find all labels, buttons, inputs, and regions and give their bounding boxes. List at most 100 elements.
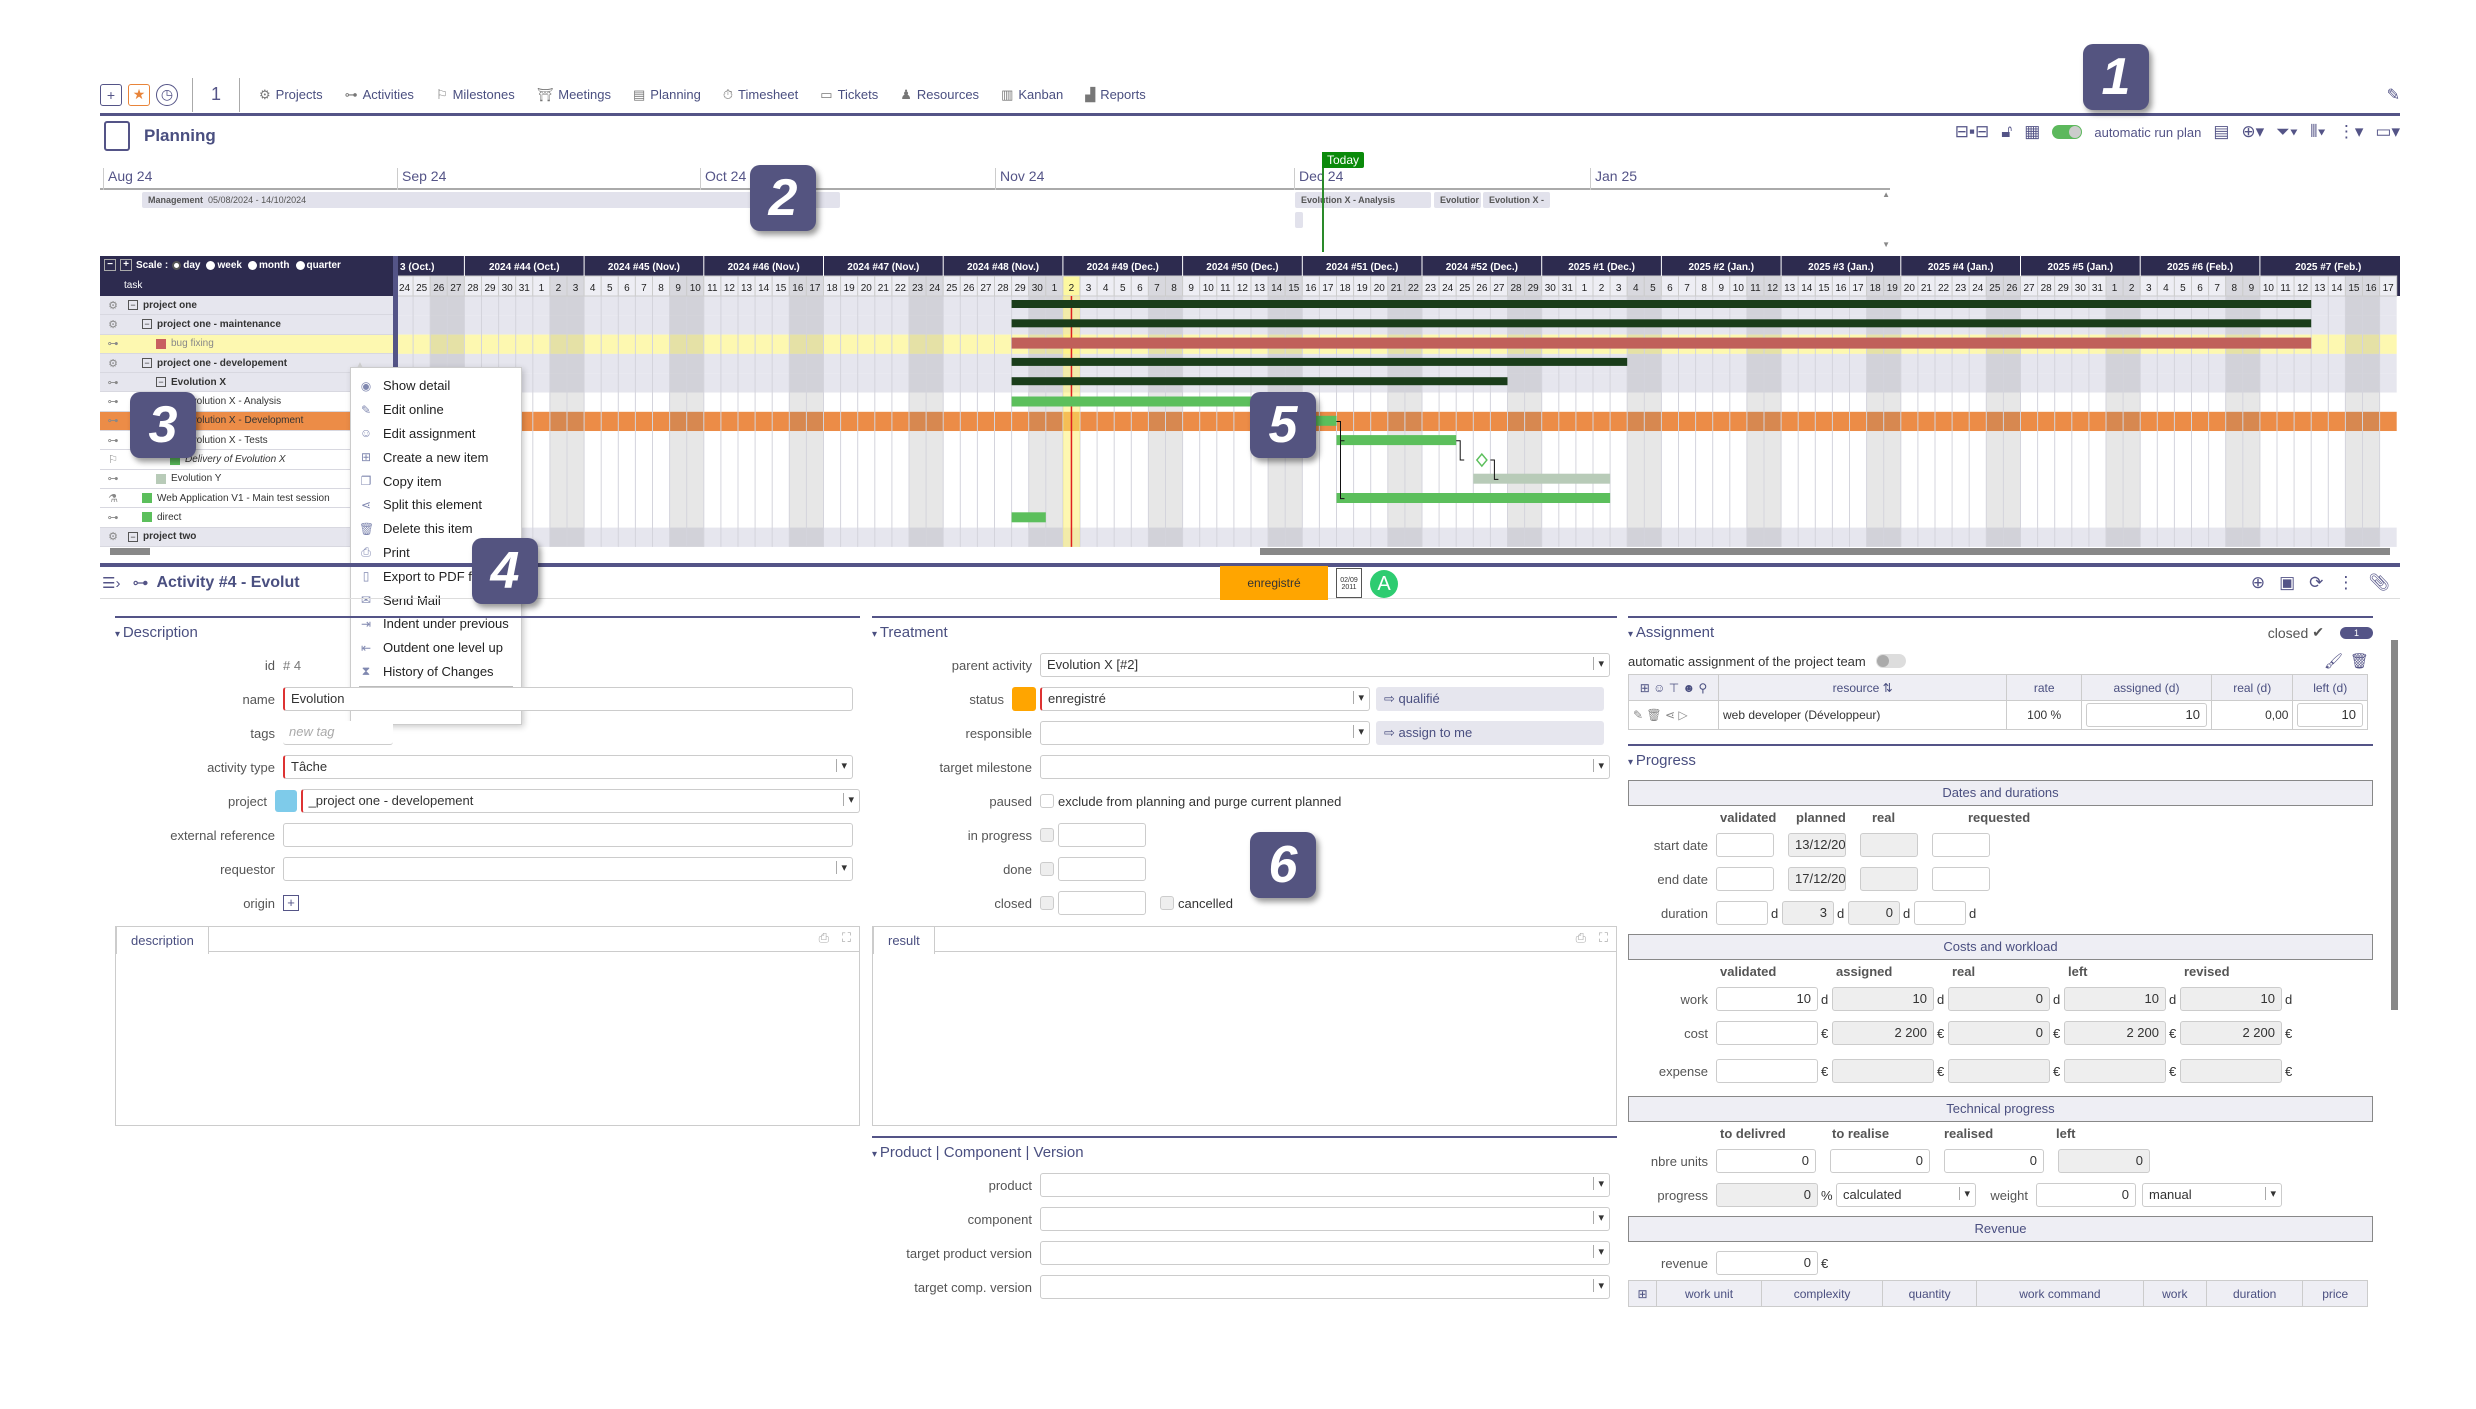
scale-option-quarter[interactable]: quarter <box>295 260 341 271</box>
activity-icon[interactable]: ⊶ <box>107 338 119 351</box>
collapse-icon[interactable]: − <box>142 319 152 330</box>
gear-icon[interactable]: ⚙ <box>108 299 118 312</box>
assigned-input[interactable]: 10 <box>2085 703 2207 727</box>
menu-item-edit-online[interactable]: ✎ Edit online <box>351 398 521 422</box>
menu-item-create-a-new-item[interactable]: ⊞ Create a new item <box>351 445 521 469</box>
paused-checkbox[interactable] <box>1040 794 1054 808</box>
task-row[interactable]: ⊶ bug fixing <box>100 334 395 354</box>
units-input[interactable]: 0 <box>1944 1149 2044 1173</box>
end-date-input[interactable] <box>1932 867 1990 891</box>
add-origin-button[interactable]: + <box>283 895 299 911</box>
menu-timesheet[interactable]: ⏱ Timesheet <box>723 87 798 103</box>
summary-bar[interactable] <box>1011 377 1508 386</box>
summary-bar[interactable] <box>1011 300 2312 308</box>
progress-mode-select[interactable]: calculated <box>1836 1183 1976 1207</box>
fullscreen-icon[interactable]: ⛶ <box>841 930 851 945</box>
task-row[interactable]: ⊶ direct <box>100 508 395 528</box>
task-row[interactable]: ⊶ Evolution Y <box>100 469 395 489</box>
tab-description[interactable]: description <box>116 926 209 954</box>
collapse-icon[interactable]: − <box>128 531 138 542</box>
external-reference-input[interactable] <box>283 823 853 847</box>
gear-icon[interactable]: ⚙ <box>108 318 118 331</box>
more-options-icon[interactable]: ⋮▾ <box>2337 122 2364 141</box>
new-item-icon[interactable]: + <box>100 83 122 106</box>
new-item-icon[interactable]: ⊕ <box>2250 572 2266 592</box>
revenue-input[interactable]: 0 <box>1716 1251 1818 1275</box>
collapse-icon[interactable]: − <box>156 377 166 388</box>
responsible-select[interactable] <box>1040 721 1370 745</box>
activity-icon[interactable]: ⊶ <box>107 473 119 486</box>
work-input[interactable]: 10 <box>1716 987 1818 1011</box>
task-bar[interactable] <box>1011 396 1269 407</box>
end-date-input[interactable] <box>1716 867 1774 891</box>
column-header[interactable]: resource ⇅ <box>1717 674 2008 701</box>
add-work-unit-button[interactable]: ⊞ <box>1628 1280 1657 1307</box>
product-select[interactable] <box>1040 1173 1610 1197</box>
task-row[interactable]: ⊶ − Evolution X <box>100 373 395 393</box>
next-status-button[interactable]: ⇨ qualifié <box>1376 687 1604 711</box>
section-title[interactable]: Product | Component | Version <box>872 1136 1617 1168</box>
closed-filter-checkbox[interactable]: ✔ <box>2312 624 2324 640</box>
units-input[interactable]: 0 <box>1830 1149 1930 1173</box>
weight-input[interactable]: 0 <box>2036 1183 2136 1207</box>
menu-item-send-mail[interactable]: ✉ Send Mail <box>351 588 521 612</box>
delete-icon[interactable]: 🗑︎ <box>2349 653 2369 670</box>
critical-path-icon[interactable]: ⊟▪⊟ <box>1954 122 1990 141</box>
scale-option-day[interactable]: day <box>172 260 200 271</box>
collapse-icon[interactable]: − <box>128 300 138 311</box>
units-input[interactable]: 0 <box>1716 1149 1816 1173</box>
timeline-item[interactable]: Evolutior <box>1434 192 1481 208</box>
target-comp-version-select[interactable] <box>1040 1275 1610 1299</box>
save-icon[interactable]: ▣ <box>2279 572 2296 592</box>
weight-mode-select[interactable]: manual <box>2142 1183 2282 1207</box>
brush-icon[interactable]: 🖌︎ <box>2323 653 2343 670</box>
display-icon[interactable]: ▭▾ <box>2375 122 2400 141</box>
menu-item-show-detail[interactable]: ◉ Show detail <box>351 374 521 398</box>
activity-icon[interactable]: ⊶ <box>107 511 119 524</box>
menu-item-edit-assignment[interactable]: ☺ Edit assignment <box>351 422 521 446</box>
component-select[interactable] <box>1040 1207 1610 1231</box>
menu-reports[interactable]: ▟ Reports <box>1085 87 1146 103</box>
start-date-input[interactable] <box>1932 833 1990 857</box>
tags-input[interactable]: new tag <box>283 721 393 745</box>
scroll-down-icon[interactable]: ▼ <box>1882 240 1890 249</box>
task-row[interactable]: ⚙ − project two <box>100 527 395 547</box>
task-bar[interactable] <box>1336 435 1457 446</box>
flag-icon[interactable]: ⚐ <box>108 454 118 467</box>
menu-item-copy-item[interactable]: ❐ Copy item <box>351 469 521 493</box>
tree-scrollbar[interactable] <box>110 548 150 555</box>
milestone-marker[interactable] <box>1475 452 1488 468</box>
menu-item-history-of-changes[interactable]: ⧗ History of Changes <box>351 660 521 684</box>
duration-input[interactable] <box>1914 901 1966 925</box>
scale-option-month[interactable]: month <box>247 260 290 271</box>
closed-checkbox[interactable] <box>1040 896 1054 910</box>
menu-item-split-this-element[interactable]: ⋖ Split this element <box>351 493 521 517</box>
avatar[interactable]: A <box>1370 570 1398 598</box>
lock-icon[interactable]: 🔓︎ <box>2001 122 2013 141</box>
duration-input[interactable] <box>1716 901 1768 925</box>
attachment-icon[interactable]: 📎︎ <box>2368 572 2390 592</box>
activity-icon[interactable]: ⊶ <box>107 376 119 389</box>
target-milestone-select[interactable] <box>1040 755 1610 779</box>
automatic-run-plan-toggle[interactable] <box>2052 125 2083 139</box>
print-icon[interactable]: ⎙ <box>1575 930 1586 945</box>
status-select[interactable]: enregistré <box>1040 687 1370 711</box>
edit-pencil-icon[interactable]: ✎ <box>2386 86 2400 104</box>
project-select[interactable]: _project one - developement <box>300 789 860 813</box>
assign-to-me-button[interactable]: ⇨ assign to me <box>1376 721 1604 745</box>
done-checkbox[interactable] <box>1040 862 1054 876</box>
task-bar[interactable] <box>1011 337 2312 349</box>
calculator-icon[interactable]: ▦ <box>2024 122 2041 141</box>
done-date-input[interactable] <box>1058 857 1146 881</box>
activity-icon[interactable]: ⊶ <box>107 415 119 428</box>
menu-toggle-icon[interactable]: ☰› <box>102 574 121 592</box>
task-row[interactable]: ⚙ − project one - maintenance <box>100 315 395 335</box>
task-row[interactable]: ⚙ − project one - developement <box>100 353 395 374</box>
in-progress-checkbox[interactable] <box>1040 828 1054 842</box>
menu-item-print[interactable]: ⎙ Print <box>351 541 521 565</box>
requestor-select[interactable] <box>283 857 853 881</box>
menu-projects[interactable]: ⚙ Projects <box>259 87 323 103</box>
history-icon[interactable]: ◷ <box>156 83 178 106</box>
activity-icon[interactable]: ⊶ <box>107 396 119 409</box>
summary-bar[interactable] <box>1011 319 2312 328</box>
